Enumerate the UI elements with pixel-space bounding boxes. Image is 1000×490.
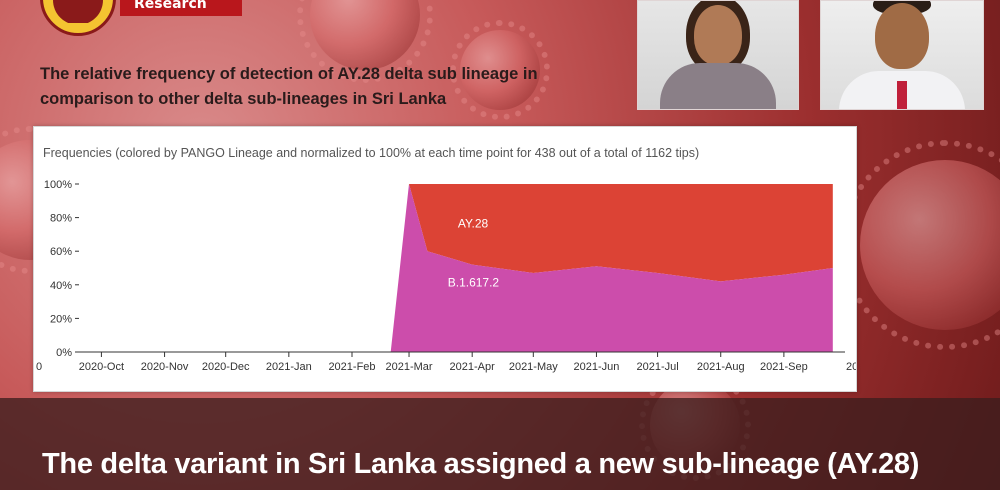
y-tick-label: 20% bbox=[50, 313, 72, 325]
x-tick-label: 2020-Nov bbox=[141, 361, 189, 373]
x-tick-label: 2020-Oct bbox=[79, 361, 124, 373]
background-virus bbox=[450, 20, 550, 120]
chart-title: Frequencies (colored by PANGO Lineage an… bbox=[43, 146, 700, 160]
series-label-ay28: AY.28 bbox=[458, 217, 489, 231]
x-tick-label: 2021-Jan bbox=[266, 361, 312, 373]
x-tick-label: 2021-May bbox=[509, 361, 558, 373]
y-tick-label: 60% bbox=[50, 246, 72, 258]
y-tick-label: 80% bbox=[50, 213, 72, 225]
university-logo bbox=[40, 0, 116, 36]
caption-band bbox=[0, 398, 1000, 490]
chart-plot: 0% 20% 40% 60% 80% 100% AY.28 B.1.617.2 2020-Oct… bbox=[36, 179, 856, 373]
y-tick-label: 40% bbox=[50, 280, 72, 292]
frequency-chart: Frequencies (colored by PANGO Lineage an… bbox=[33, 126, 857, 392]
series-label-b1617: B.1.617.2 bbox=[448, 275, 500, 289]
x-tick-label: 2021-Jul bbox=[636, 361, 678, 373]
background-virus bbox=[839, 139, 1000, 351]
research-tag: Research bbox=[120, 0, 242, 16]
researcher-photo-2 bbox=[820, 0, 984, 110]
background-virus bbox=[296, 0, 434, 84]
researcher-photo-1 bbox=[637, 0, 799, 110]
series-area-ay28 bbox=[390, 184, 833, 352]
x-tick-label: 2021-Apr bbox=[450, 361, 496, 373]
page-title: The relative frequency of detection of A… bbox=[40, 65, 538, 108]
series-area-b1617 bbox=[390, 184, 833, 352]
y-tick-label: 0% bbox=[56, 347, 72, 359]
x-tick-label: 2021-Sep bbox=[760, 361, 808, 373]
x-tick-label: 2021-Mar bbox=[385, 361, 432, 373]
x-tick-label: 2020-Dec bbox=[202, 361, 250, 373]
x-tick-label: 2021-Aug bbox=[697, 361, 745, 373]
x-tick-label: 2021-Feb bbox=[328, 361, 375, 373]
caption-text: The delta variant in Sri Lanka assigned … bbox=[42, 448, 920, 480]
x-tick-label: 2021-Jun bbox=[574, 361, 620, 373]
x-edge-label: 20 bbox=[846, 361, 856, 373]
y-tick-label: 100% bbox=[44, 179, 72, 191]
x-edge-label: 0 bbox=[36, 361, 42, 373]
